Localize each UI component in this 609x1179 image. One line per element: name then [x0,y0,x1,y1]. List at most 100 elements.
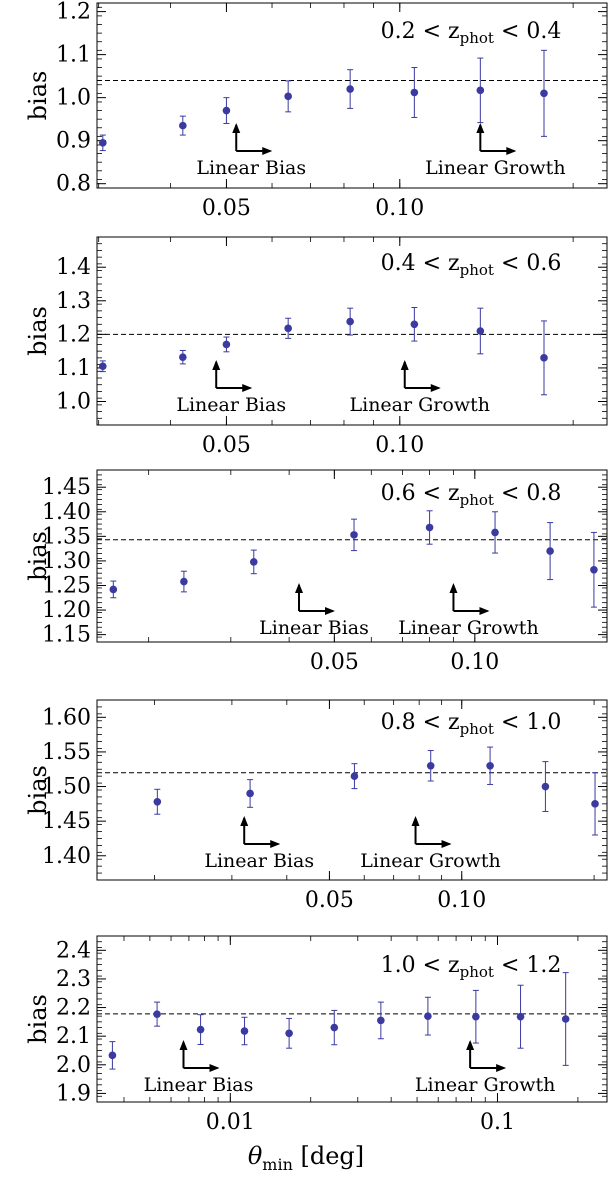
data-point [561,1015,570,1023]
annotation-label: Linear Growth [398,617,538,639]
x-tick-label: 0.10 [375,196,424,221]
y-tick-label: 1.15 [42,623,91,648]
y-tick-label: 1.45 [42,475,91,500]
x-tick-label: 0.10 [450,650,499,675]
y-tick-label: 1.55 [42,740,91,765]
data-point [108,1051,117,1060]
annotation-arrowhead-right [242,384,253,392]
annotation-arrowhead-up [179,1040,188,1050]
annotation-arrowhead-up [411,816,420,826]
y-tick-label: 0.8 [56,172,91,197]
data-point [284,92,292,101]
z-range-suffix: < 0.8 [494,481,561,506]
x-tick-label: 0.05 [202,433,251,458]
data-point [425,523,434,532]
data-point [179,353,187,361]
z-range-label: 1.0 < zphot < 1.2 [381,953,562,981]
annotation-arrowhead-up [295,583,304,593]
y-tick-label: 1.4 [56,255,91,280]
annotation-label: Linear Growth [350,394,490,416]
annotation: Linear Bias [176,360,286,416]
annotation-label: Linear Growth [415,1074,555,1096]
z-range-label: 0.2 < zphot < 0.4 [381,19,562,47]
x-axis-sub: min [262,1155,293,1174]
y-tick-label: 0.9 [56,129,91,154]
z-range-prefix: 0.8 < z [381,710,460,735]
y-axis-label: bias [24,71,52,121]
y-axis-label: bias [24,765,52,815]
plot-frame [96,2,608,189]
annotation-arrowhead-up [449,583,458,593]
y-tick-label: 1.40 [42,844,91,869]
z-range-sub: phot [460,491,494,509]
data-point [476,86,485,95]
data-point [246,789,254,798]
z-range-label: 0.8 < zphot < 1.0 [381,710,562,738]
y-tick-label: 1.50 [42,775,91,800]
annotation-arrowhead-up [466,1040,475,1050]
data-point [222,106,231,115]
x-tick-label: 0.05 [310,650,359,675]
data-point [516,1012,525,1021]
annotation: Linear Growth [360,816,501,872]
z-range-sub: phot [460,29,494,47]
z-range-prefix: 0.6 < z [381,481,460,506]
data-point [377,1016,385,1025]
z-range-sub: phot [460,720,494,738]
annotation-arrowhead-right [262,147,273,155]
annotation-label: Linear Growth [360,850,500,872]
data-point [346,85,354,93]
z-range-suffix: < 0.6 [494,251,561,276]
data-point [285,1029,293,1038]
annotation: Linear Bias [144,1040,253,1096]
data-point [350,531,358,539]
x-axis-symbol: θ [248,1142,263,1170]
annotation-label: Linear Bias [176,394,286,416]
annotation: Linear Growth [350,360,490,416]
data-point [153,797,162,806]
x-tick-label: 0.01 [206,1110,255,1135]
data-point [424,1012,432,1020]
z-range-suffix: < 1.2 [494,953,561,978]
annotation: Linear Bias [204,816,314,872]
y-tick-label: 1.2 [56,322,91,347]
data-point [546,547,554,555]
z-range-suffix: < 1.0 [494,710,561,735]
annotation-arrowhead-up [400,360,409,370]
annotation-label: Linear Bias [204,850,314,872]
y-tick-label: 1.3 [56,289,91,314]
data-point [491,528,499,537]
x-tick-label: 0.10 [375,433,424,458]
annotation-arrowhead-up [212,360,221,370]
y-tick-label: 1.45 [42,809,91,834]
data-point [196,1025,205,1034]
z-range-sub: phot [460,963,494,981]
plot-frame [96,935,608,1103]
y-tick-label: 1.0 [56,86,91,111]
z-range-prefix: 1.0 < z [381,953,460,978]
data-point [590,565,598,574]
data-point [99,362,107,371]
data-point [410,320,419,329]
data-point [330,1023,339,1032]
y-tick-label: 1.25 [42,573,91,598]
data-point [346,317,354,326]
annotation: Linear Bias [196,123,306,179]
y-tick-label: 1.30 [42,549,91,574]
x-tick-label: 0.1 [480,1110,515,1135]
y-tick-label: 1.2 [56,0,91,25]
annotation: Linear Growth [425,123,566,179]
annotation-arrowhead-right [479,607,490,615]
data-point [222,340,231,349]
z-range-sub: phot [460,261,494,279]
data-point [541,782,550,791]
annotation-arrowhead-up [232,123,241,133]
y-tick-label: 2.1 [56,1024,91,1049]
y-tick-label: 2.0 [56,1053,91,1078]
annotation-arrowhead-right [270,840,281,848]
annotation-arrowhead-right [496,1064,507,1072]
x-axis-label: θmin [deg] [0,1134,609,1174]
data-point [153,1010,161,1018]
